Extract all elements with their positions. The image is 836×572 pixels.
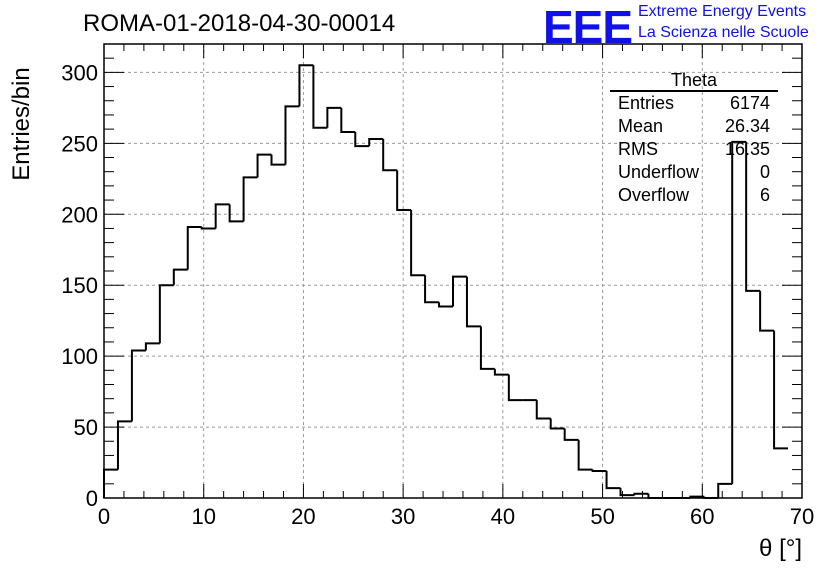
histogram-bin [563, 428, 579, 441]
y-tick-label: 300 [61, 60, 98, 85]
histogram-bin [116, 420, 132, 470]
histogram-bin [493, 368, 509, 376]
histogram-bin [144, 342, 160, 351]
stats-row: Underflow 0 [610, 161, 778, 184]
histogram-bin [256, 153, 272, 178]
stats-value: 26.34 [724, 116, 770, 136]
histogram-bin [354, 131, 370, 148]
stats-label: RMS [618, 139, 658, 159]
stats-row: RMS 16.35 [610, 138, 778, 161]
histogram-bin [382, 139, 398, 172]
x-tick-label: 40 [491, 504, 515, 529]
histogram-bin [619, 488, 635, 497]
histogram-bin [270, 154, 286, 166]
histogram-bin [424, 275, 440, 304]
x-tick-label: 60 [690, 504, 714, 529]
histogram-bin [298, 64, 314, 107]
y-tick-label: 250 [61, 131, 98, 156]
y-tick-label: 200 [61, 202, 98, 227]
y-tick-label: 150 [61, 273, 98, 298]
stats-label: Overflow [618, 185, 690, 205]
logo-caption-line2: La Scienza nelle Scuole [638, 24, 809, 41]
x-tick-label: 50 [590, 504, 614, 529]
histogram-bin [452, 275, 467, 307]
histogram-bin [759, 290, 775, 332]
y-tick-label: 100 [61, 344, 98, 369]
stats-label: Mean [618, 116, 664, 136]
stats-row: Entries 6174 [610, 92, 778, 115]
stats-value: 0 [759, 162, 770, 182]
histogram-bin [479, 326, 495, 370]
stats-value: 6 [759, 185, 770, 205]
x-tick-label: 70 [790, 504, 814, 529]
stats-value: 16.35 [724, 139, 770, 159]
histogram-bin [717, 482, 733, 498]
histogram-bin [438, 302, 453, 308]
histogram-bin [731, 140, 747, 484]
histogram-bin [577, 439, 593, 471]
histogram-bin [284, 105, 300, 165]
histogram-bin [465, 276, 481, 328]
stats-label: Underflow [618, 162, 700, 182]
histogram-bin [200, 227, 216, 230]
histogram-bin [396, 170, 412, 211]
x-tick-label: 10 [191, 504, 215, 529]
histogram-bin [633, 492, 649, 496]
histogram-bin [591, 469, 607, 473]
histogram-bin [326, 106, 342, 128]
histogram-bin [228, 204, 244, 223]
x-tick-label: 30 [391, 504, 415, 529]
histogram-bin [158, 284, 174, 344]
histogram-bin [172, 268, 188, 286]
stats-value: 6174 [729, 93, 770, 113]
histogram-bin [242, 176, 258, 222]
chart-title: ROMA-01-2018-04-30-00014 [83, 10, 396, 37]
histogram-bin [535, 400, 551, 420]
histogram-bin [605, 471, 621, 490]
histogram-bin [130, 349, 146, 422]
histogram-bin [745, 141, 761, 292]
histogram-bin [340, 107, 356, 133]
stats-box: Theta Entries 6174 Mean 26.34 RMS 16.35 Und… [610, 70, 778, 207]
histogram-bin [549, 418, 565, 430]
logo-caption-line1: Extreme Energy Events [638, 3, 807, 20]
y-tick-label: 50 [74, 415, 98, 440]
stats-row: Overflow 6 [610, 184, 778, 207]
histogram-bin [186, 226, 202, 270]
y-tick-label: 0 [86, 486, 98, 511]
stats-row: Mean 26.34 [610, 115, 778, 138]
histogram-bin [773, 330, 789, 450]
histogram-bin [368, 138, 384, 147]
x-tick-label: 0 [98, 504, 110, 529]
histogram-bin [410, 209, 426, 277]
x-axis-label: θ [°] [759, 535, 802, 562]
histogram-bin [214, 203, 230, 229]
y-axis-label: Entries/bin [8, 67, 35, 181]
stats-title: Theta [610, 70, 778, 92]
stats-label: Entries [618, 93, 675, 113]
x-tick-label: 20 [291, 504, 315, 529]
histogram-bin [312, 65, 328, 129]
histogram-bin [507, 374, 523, 402]
